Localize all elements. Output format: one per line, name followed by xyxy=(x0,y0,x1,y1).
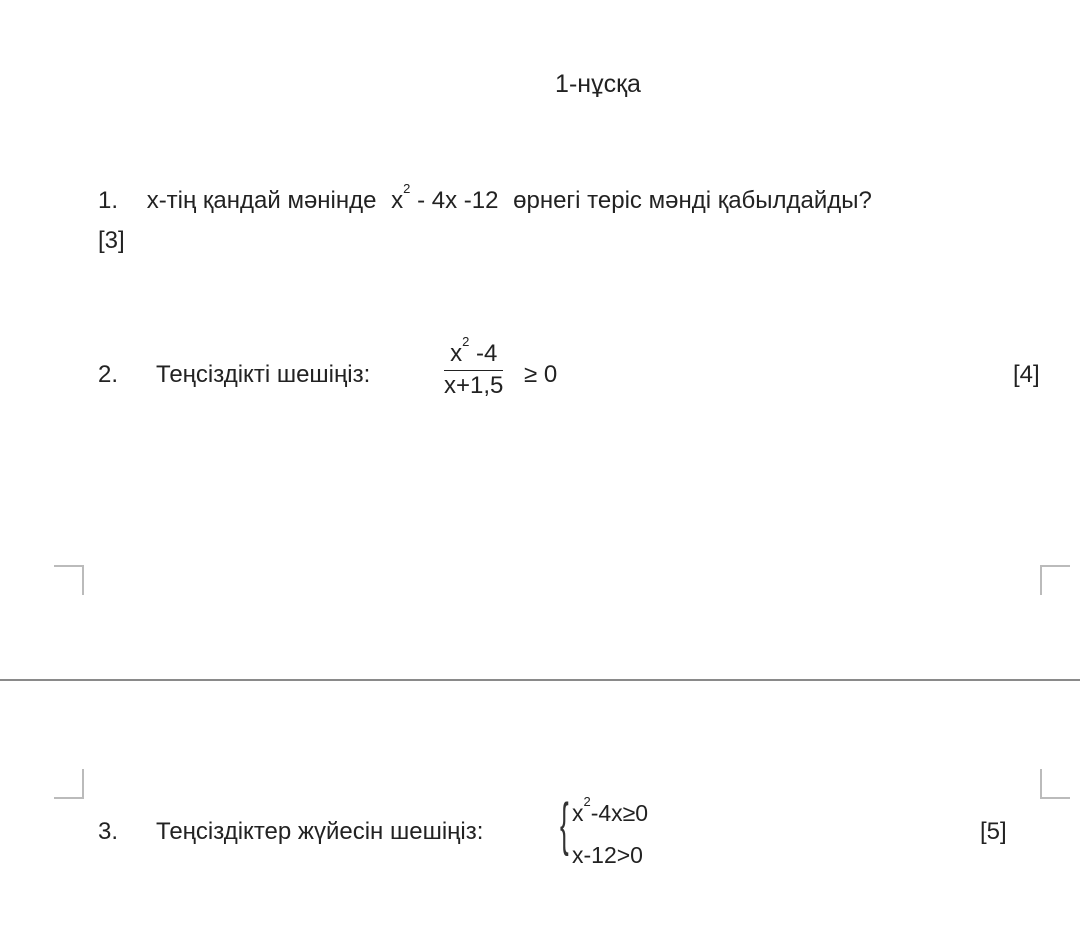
system-brace: { xyxy=(560,792,569,857)
page-break-divider xyxy=(0,679,1080,681)
expr-exponent: 2 xyxy=(403,181,411,196)
question-number: 1. xyxy=(98,187,119,214)
question-text: х-тің қандай мәнінде xyxy=(146,187,377,214)
line1-exponent: 2 xyxy=(583,794,591,809)
page-corner-mark xyxy=(1040,769,1070,799)
question-1-points: [3] xyxy=(98,227,125,254)
question-2-points: [4] xyxy=(1013,361,1040,388)
system-line-1: x2-4x≥0 xyxy=(572,794,649,827)
question-2-text: Теңсіздікті шешіңіз: xyxy=(156,361,371,388)
line1-rest: -4x≥0 xyxy=(590,800,649,826)
question-3-number: 3. xyxy=(98,818,119,845)
denominator: x+1,5 xyxy=(444,372,504,399)
relation: ≥ 0 xyxy=(524,361,558,388)
question-text-after: өрнегі теріс мәнді қабылдайды? xyxy=(513,187,872,214)
numerator: x2 -4 xyxy=(444,334,504,371)
page-corner-mark xyxy=(54,769,84,799)
question-3-points: [5] xyxy=(980,818,1007,845)
line1-base: x xyxy=(572,800,584,826)
page-title: 1-нұсқа xyxy=(555,70,641,98)
page-corner-mark xyxy=(1040,565,1070,595)
question-3-text: Теңсіздіктер жүйесін шешіңіз: xyxy=(156,818,484,845)
system-line-2: x-12>0 xyxy=(572,842,643,868)
expr-rest: - 4x -12 xyxy=(417,187,499,214)
num-exponent: 2 xyxy=(462,334,470,349)
expression: x2 - 4x -12 xyxy=(391,181,499,214)
page-corner-mark xyxy=(54,565,84,595)
num-rest: -4 xyxy=(469,340,498,367)
num-base: x xyxy=(450,340,463,367)
question-1: 1. х-тің қандай мәнінде x2 - 4x -12 өрне… xyxy=(98,181,872,215)
question-2-number: 2. xyxy=(98,361,119,388)
expr-base: x xyxy=(391,187,404,214)
fraction: x2 -4 x+1,5 xyxy=(444,334,504,400)
